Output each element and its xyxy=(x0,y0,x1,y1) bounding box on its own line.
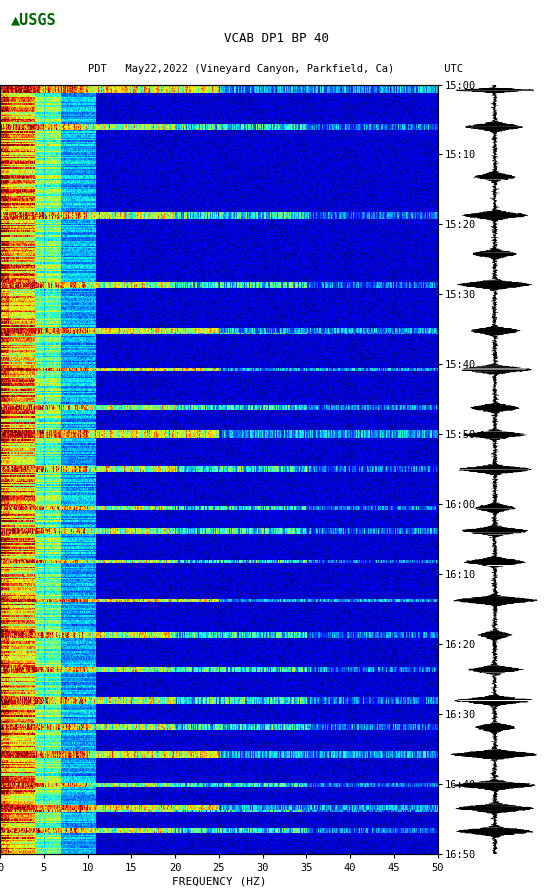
X-axis label: FREQUENCY (HZ): FREQUENCY (HZ) xyxy=(172,876,266,887)
Text: PDT   May22,2022 (Vineyard Canyon, Parkfield, Ca)        UTC: PDT May22,2022 (Vineyard Canyon, Parkfie… xyxy=(88,64,464,74)
Text: ▲USGS: ▲USGS xyxy=(11,12,57,28)
Text: VCAB DP1 BP 40: VCAB DP1 BP 40 xyxy=(224,31,328,45)
